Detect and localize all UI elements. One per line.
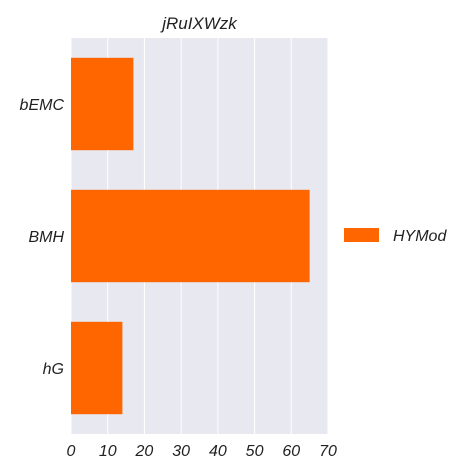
x-tick-label: 20	[135, 443, 154, 460]
x-tick-label: 60	[282, 443, 300, 460]
bar	[71, 57, 134, 151]
bar	[71, 189, 310, 283]
bar	[71, 321, 123, 415]
bars	[71, 57, 310, 415]
x-tick-label: 10	[99, 443, 117, 460]
legend-swatch	[344, 228, 379, 242]
legend-label: HYMod	[393, 228, 447, 245]
x-tick-label: 0	[67, 443, 76, 460]
x-tick-label: 40	[209, 443, 227, 460]
y-tick-label: hG	[43, 361, 64, 378]
chart-title: jRuIXWzk	[160, 14, 238, 33]
y-tick-label: BMH	[28, 229, 64, 246]
legend: HYMod	[344, 228, 447, 245]
y-tick-labels: bEMC BMH hG	[20, 97, 65, 378]
y-tick-label: bEMC	[20, 97, 65, 114]
x-tick-label: 50	[246, 443, 264, 460]
x-tick-label: 30	[172, 443, 190, 460]
x-tick-labels: 0 10 20 30 40 50 60 70	[67, 443, 337, 460]
x-tick-label: 70	[319, 443, 337, 460]
